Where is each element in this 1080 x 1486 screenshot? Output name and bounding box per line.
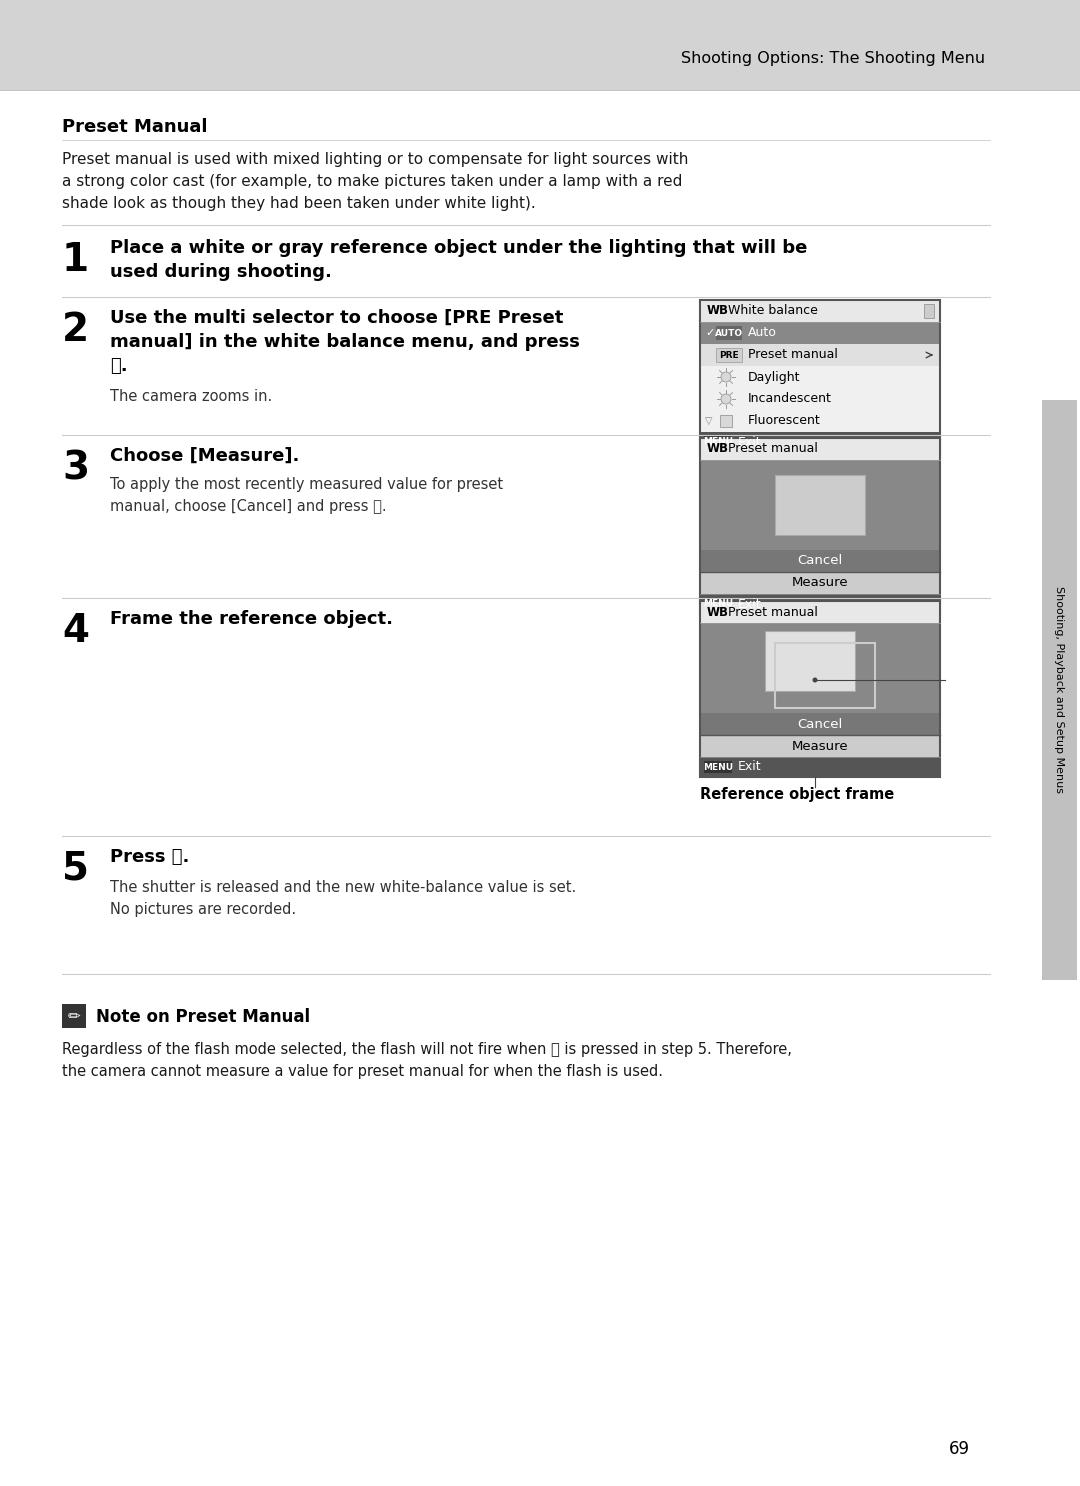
Text: Press ⒨.: Press ⒨. [110, 849, 189, 866]
Bar [700, 322, 940, 343]
Bar [700, 388, 940, 410]
Text: WB: WB [707, 443, 729, 456]
Text: Cancel: Cancel [797, 554, 842, 568]
Text: ✏: ✏ [68, 1009, 80, 1024]
Text: To apply the most recently measured value for preset: To apply the most recently measured valu… [110, 477, 503, 492]
Text: Fluorescent: Fluorescent [748, 415, 821, 428]
Text: Preset manual is used with mixed lighting or to compensate for light sources wit: Preset manual is used with mixed lightin… [62, 152, 688, 166]
Text: used during shooting.: used during shooting. [110, 263, 332, 281]
Text: Regardless of the flash mode selected, the flash will not fire when ⒨ is pressed: Regardless of the flash mode selected, t… [62, 1042, 792, 1057]
Text: a strong color cast (for example, to make pictures taken under a lamp with a red: a strong color cast (for example, to mak… [62, 174, 683, 189]
Text: Exit: Exit [738, 597, 761, 611]
Text: Shooting, Playback and Setup Menus: Shooting, Playback and Setup Menus [1054, 587, 1064, 794]
Text: The shutter is released and the new white-balance value is set.: The shutter is released and the new whit… [110, 880, 577, 895]
Bar [700, 438, 940, 461]
Text: 4: 4 [62, 612, 89, 649]
Text: ✓: ✓ [705, 328, 714, 337]
Text: Frame the reference object.: Frame the reference object. [110, 609, 393, 629]
Text: 69: 69 [949, 1440, 970, 1458]
Bar [700, 438, 940, 614]
Text: shade look as though they had been taken under white light).: shade look as though they had been taken… [62, 196, 536, 211]
Text: Measure: Measure [792, 740, 848, 752]
Text: Exit: Exit [738, 761, 761, 774]
Text: ⒨.: ⒨. [110, 357, 127, 374]
Bar [700, 343, 940, 366]
Bar [700, 432, 940, 452]
Bar [700, 736, 940, 756]
Bar [704, 761, 732, 773]
Bar [704, 597, 732, 609]
Text: Shooting Options: The Shooting Menu: Shooting Options: The Shooting Menu [680, 51, 985, 65]
Text: MENU: MENU [703, 437, 733, 446]
Text: The camera zooms in.: The camera zooms in. [110, 389, 272, 404]
Text: Daylight: Daylight [748, 370, 800, 383]
Text: Choose [Measure].: Choose [Measure]. [110, 447, 299, 465]
Bar [700, 572, 940, 594]
Bar [716, 325, 742, 340]
Text: manual] in the white balance menu, and press: manual] in the white balance menu, and p… [110, 333, 580, 351]
Bar [1042, 400, 1077, 979]
Bar [700, 461, 940, 550]
Circle shape [721, 372, 731, 382]
Bar [775, 476, 865, 535]
Text: the camera cannot measure a value for preset manual for when the flash is used.: the camera cannot measure a value for pr… [62, 1064, 663, 1079]
Text: PRE: PRE [719, 351, 739, 360]
Text: manual, choose [Cancel] and press ⒨.: manual, choose [Cancel] and press ⒨. [110, 499, 387, 514]
Text: Auto: Auto [748, 327, 777, 339]
Text: White balance: White balance [728, 305, 818, 318]
Bar [716, 348, 742, 363]
Bar [700, 366, 940, 388]
Text: Note on Preset Manual: Note on Preset Manual [96, 1008, 310, 1025]
Circle shape [721, 394, 731, 404]
Text: Preset manual: Preset manual [728, 605, 818, 618]
Text: WB: WB [707, 305, 729, 318]
Text: Measure: Measure [792, 577, 848, 590]
Text: Use the multi selector to choose [PRE Preset: Use the multi selector to choose [PRE Pr… [110, 309, 564, 327]
Text: Cancel: Cancel [797, 718, 842, 731]
Bar [924, 305, 934, 318]
Bar [700, 300, 940, 322]
Text: WB: WB [707, 605, 729, 618]
Bar [700, 594, 940, 614]
Text: 1: 1 [62, 241, 90, 279]
Text: No pictures are recorded.: No pictures are recorded. [110, 902, 296, 917]
Bar [700, 600, 940, 623]
Text: Preset manual: Preset manual [728, 443, 818, 456]
Text: Reference object frame: Reference object frame [700, 788, 894, 802]
Bar [700, 713, 940, 736]
Bar [765, 632, 855, 691]
Bar [0, 0, 1080, 91]
Bar [700, 410, 940, 432]
Bar [62, 1005, 86, 1028]
Bar [704, 435, 732, 447]
Text: Place a white or gray reference object under the lighting that will be: Place a white or gray reference object u… [110, 239, 808, 257]
Text: 5: 5 [62, 850, 89, 889]
Bar [700, 300, 940, 452]
Bar [700, 550, 940, 572]
Text: MENU: MENU [703, 762, 733, 771]
Text: Preset Manual: Preset Manual [62, 117, 207, 137]
Text: 3: 3 [62, 449, 90, 487]
Bar [700, 756, 940, 777]
Text: 2: 2 [62, 311, 90, 349]
Text: Preset manual: Preset manual [748, 349, 838, 361]
Bar [700, 623, 940, 713]
Text: MENU: MENU [703, 599, 733, 608]
Text: AUTO: AUTO [715, 328, 743, 337]
Bar [775, 643, 875, 707]
Text: Incandescent: Incandescent [748, 392, 832, 406]
Circle shape [812, 678, 818, 682]
Text: ▽: ▽ [705, 416, 713, 426]
Text: Exit: Exit [738, 435, 761, 449]
Bar [720, 415, 732, 426]
Bar [700, 600, 940, 777]
